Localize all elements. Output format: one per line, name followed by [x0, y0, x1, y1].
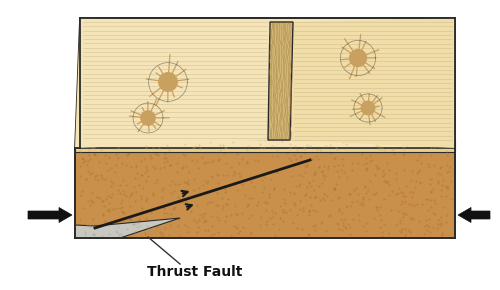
- Circle shape: [350, 50, 366, 66]
- Polygon shape: [290, 18, 455, 148]
- Polygon shape: [28, 208, 72, 222]
- Text: Thrust Fault: Thrust Fault: [148, 265, 242, 279]
- Polygon shape: [75, 218, 180, 238]
- Polygon shape: [268, 22, 293, 140]
- Polygon shape: [75, 148, 455, 238]
- Polygon shape: [75, 18, 455, 148]
- Circle shape: [141, 111, 155, 125]
- Circle shape: [159, 73, 177, 91]
- Polygon shape: [75, 18, 270, 148]
- Polygon shape: [75, 140, 455, 152]
- Circle shape: [362, 101, 374, 115]
- Polygon shape: [458, 208, 490, 222]
